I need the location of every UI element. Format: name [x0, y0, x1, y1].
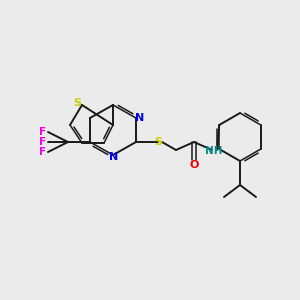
Text: F: F: [39, 147, 46, 157]
Text: S: S: [73, 98, 81, 108]
Text: F: F: [39, 137, 46, 147]
Text: NH: NH: [205, 146, 223, 156]
Text: O: O: [189, 160, 199, 170]
Text: N: N: [110, 152, 118, 162]
Text: S: S: [154, 137, 162, 147]
Text: F: F: [39, 127, 46, 137]
Text: N: N: [135, 113, 145, 123]
